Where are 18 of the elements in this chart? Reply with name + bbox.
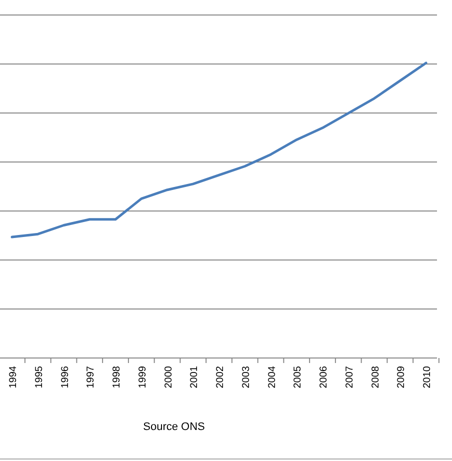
x-tick-label: 2000 [163, 366, 174, 388]
x-tick-label: 1996 [60, 366, 71, 388]
x-tick-label: 1998 [112, 366, 122, 388]
x-tick-label: 1994 [8, 366, 19, 388]
x-tick-label: 2004 [266, 366, 278, 388]
x-tick-label: 2009 [396, 366, 408, 388]
x-tick-label: 2003 [240, 366, 252, 388]
source-note: Source ONS [143, 421, 205, 433]
x-tick-label: 2001 [189, 366, 200, 388]
x-tick-label: 2008 [370, 366, 382, 388]
x-tick-label: 2007 [344, 366, 356, 388]
x-tick-label: 2005 [292, 366, 304, 388]
x-tick-label: 2002 [215, 366, 226, 388]
x-tick-label: 1995 [34, 366, 45, 388]
x-tick-label: 1997 [86, 366, 97, 388]
x-tick-label: 1999 [137, 366, 148, 388]
x-tick-label: 2006 [318, 366, 330, 388]
x-tick-label: 2010 [422, 366, 433, 388]
